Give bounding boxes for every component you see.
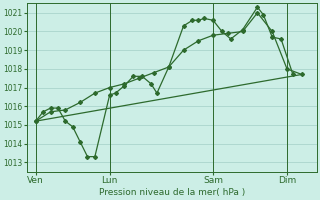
X-axis label: Pression niveau de la mer( hPa ): Pression niveau de la mer( hPa ) — [99, 188, 245, 197]
